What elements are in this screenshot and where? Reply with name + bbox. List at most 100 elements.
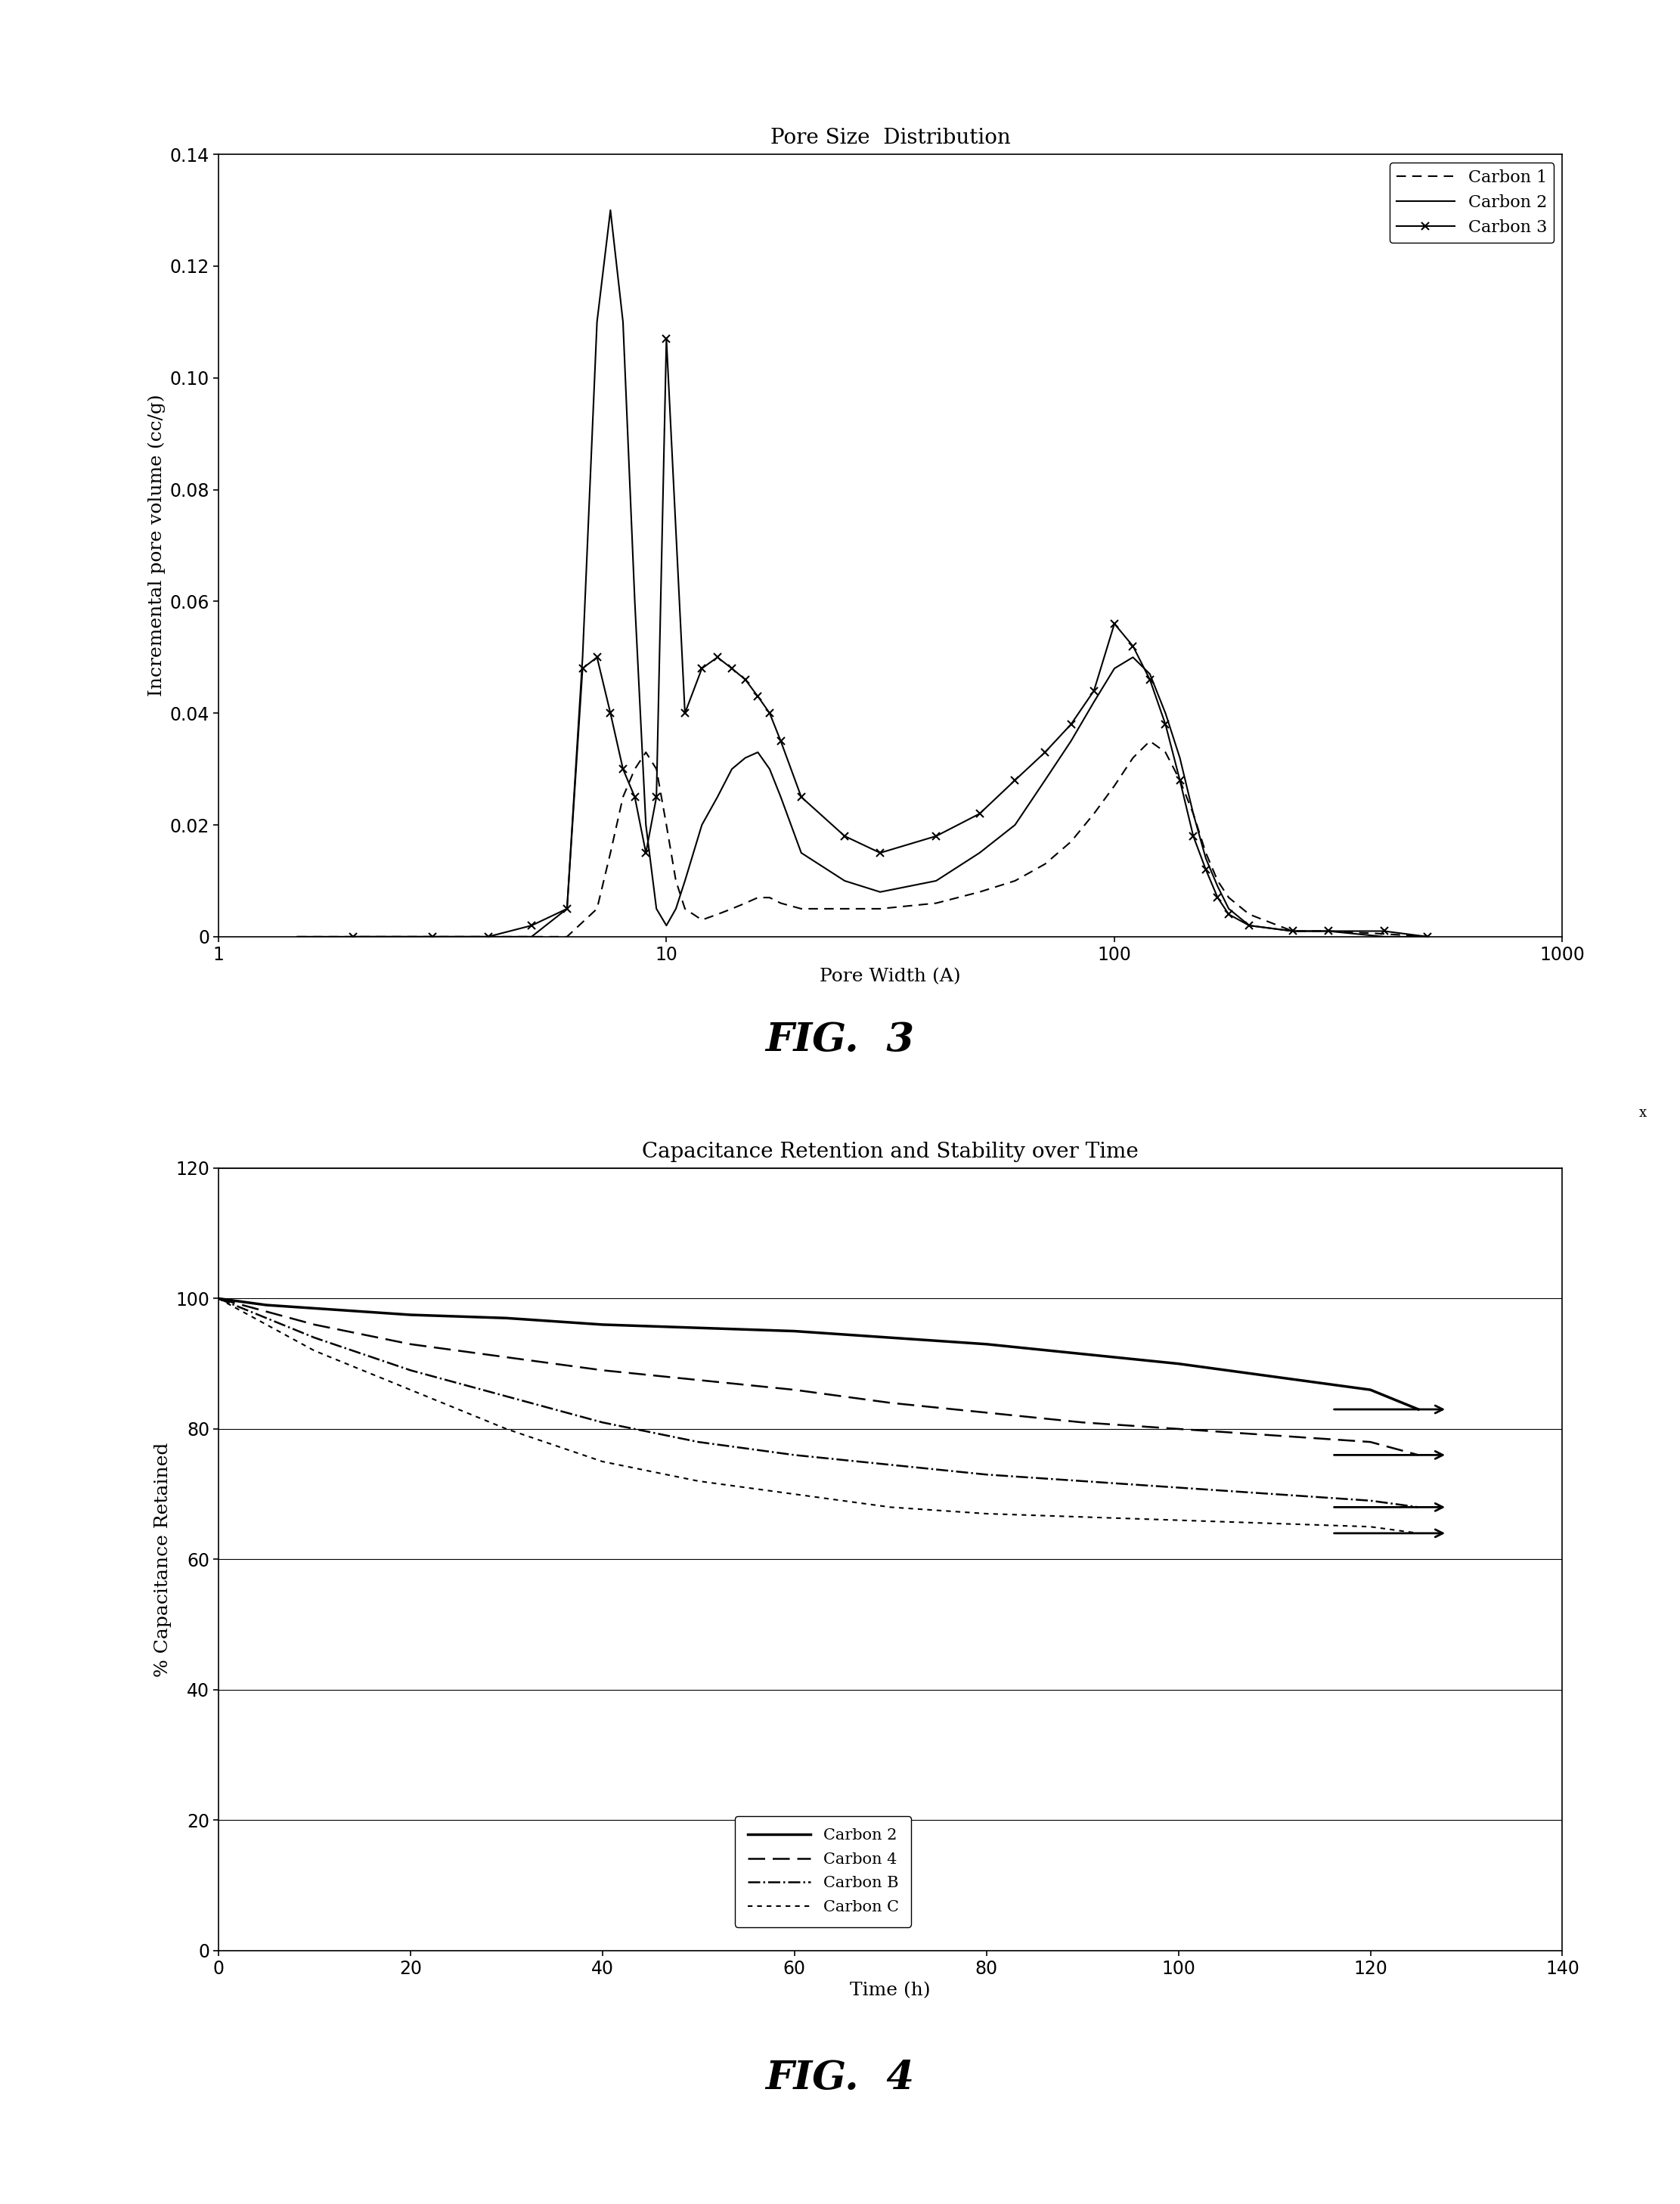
Carbon 2 (343, 923, 363, 950)
Carbon 2 (400, 1303, 420, 1329)
Carbon 3 (835, 822, 855, 849)
Line: Carbon B: Carbon B (218, 1298, 1418, 1508)
Legend: Carbon 1, Carbon 2, Carbon 3: Carbon 1, Carbon 2, Carbon 3 (1389, 163, 1554, 242)
Carbon 4 (304, 1311, 324, 1338)
Carbon B (1408, 1494, 1428, 1521)
Carbon 1 (736, 890, 756, 917)
Carbon 3 (586, 644, 606, 670)
Carbon 3 (600, 701, 620, 727)
Carbon 2 (759, 756, 780, 782)
Carbon 2 (748, 738, 768, 765)
Carbon 3 (1374, 917, 1394, 943)
Carbon 2 (1084, 690, 1104, 716)
Carbon 1 (870, 895, 890, 921)
Carbon 2 (689, 1314, 709, 1340)
Carbon B (353, 1340, 373, 1366)
Carbon C (593, 1448, 613, 1474)
Carbon 1 (1282, 917, 1302, 943)
Carbon 3 (521, 912, 541, 939)
Carbon 1 (1084, 800, 1104, 826)
Carbon 3 (736, 666, 756, 692)
Carbon 2 (1072, 1340, 1092, 1366)
Carbon 1 (521, 923, 541, 950)
Carbon 2 (625, 588, 645, 615)
Carbon 4 (976, 1400, 996, 1426)
Carbon B (689, 1428, 709, 1455)
Carbon 3 (771, 727, 791, 754)
Carbon 2 (353, 1298, 373, 1325)
Carbon 1 (1240, 901, 1260, 928)
Carbon 2 (1005, 811, 1025, 838)
Title: Capacitance Retention and Stability over Time: Capacitance Retention and Stability over… (642, 1142, 1139, 1162)
Carbon 3 (1169, 767, 1189, 793)
Carbon 2 (1208, 873, 1228, 899)
Carbon 1 (600, 840, 620, 866)
Carbon 2 (1408, 1395, 1428, 1422)
Carbon 1 (1122, 745, 1142, 771)
Carbon 2 (1282, 917, 1302, 943)
Carbon 1 (1418, 923, 1438, 950)
Carbon C (1408, 1521, 1428, 1547)
Carbon 4 (1072, 1408, 1092, 1435)
Carbon 2 (1265, 1364, 1285, 1391)
Carbon 2 (586, 309, 606, 335)
Carbon C (257, 1311, 277, 1338)
Carbon B (880, 1452, 900, 1479)
Line: Carbon 3: Carbon 3 (349, 335, 1431, 941)
Carbon 1 (422, 923, 442, 950)
Carbon 3 (647, 785, 667, 811)
Carbon 2 (665, 895, 685, 921)
Legend: Carbon 2, Carbon 4, Carbon B, Carbon C: Carbon 2, Carbon 4, Carbon B, Carbon C (734, 1816, 912, 1926)
Carbon 3 (1319, 917, 1339, 943)
Y-axis label: Incremental pore volume (cc/g): Incremental pore volume (cc/g) (148, 395, 166, 696)
Line: Carbon 2: Carbon 2 (218, 1298, 1418, 1408)
Carbon 2 (976, 1331, 996, 1358)
Carbon 4 (1408, 1441, 1428, 1468)
Carbon 4 (1265, 1422, 1285, 1448)
Carbon 3 (1418, 923, 1438, 950)
Carbon 1 (969, 879, 990, 906)
Carbon 2 (1139, 661, 1159, 688)
Carbon 1 (707, 901, 727, 928)
Carbon C (1072, 1503, 1092, 1530)
Carbon 1 (1005, 868, 1025, 895)
Carbon 2 (573, 644, 593, 670)
Carbon C (353, 1358, 373, 1384)
Carbon 2 (1156, 701, 1176, 727)
Carbon 1 (1169, 767, 1189, 793)
Carbon 2 (479, 923, 499, 950)
Carbon 4 (400, 1331, 420, 1358)
Carbon 2 (1361, 1378, 1381, 1404)
Carbon 1 (558, 923, 578, 950)
Carbon 4 (1361, 1428, 1381, 1455)
Carbon B (593, 1408, 613, 1435)
Carbon B (785, 1441, 805, 1468)
Carbon B (496, 1384, 516, 1411)
Carbon 1 (722, 895, 743, 921)
Carbon 2 (647, 895, 667, 921)
Carbon 1 (1319, 917, 1339, 943)
Carbon 2 (1418, 923, 1438, 950)
Carbon 1 (771, 890, 791, 917)
Carbon 2 (208, 1285, 228, 1311)
Carbon 2 (635, 811, 655, 838)
Carbon 1 (926, 890, 946, 917)
Carbon 2 (1183, 800, 1203, 826)
Carbon C (1168, 1508, 1188, 1534)
Carbon B (1265, 1481, 1285, 1508)
Carbon 3 (1282, 917, 1302, 943)
Carbon 3 (1196, 857, 1216, 884)
Carbon 2 (926, 868, 946, 895)
Carbon 2 (785, 1318, 805, 1344)
Carbon 2 (1104, 655, 1124, 681)
Carbon 2 (835, 868, 855, 895)
Carbon 1 (1156, 738, 1176, 765)
Carbon 1 (625, 756, 645, 782)
Line: Carbon C: Carbon C (218, 1298, 1418, 1534)
Carbon C (208, 1285, 228, 1311)
Carbon C (449, 1395, 469, 1422)
Carbon 1 (665, 868, 685, 895)
Carbon 2 (707, 785, 727, 811)
Carbon 4 (689, 1366, 709, 1393)
Carbon 2 (870, 879, 890, 906)
